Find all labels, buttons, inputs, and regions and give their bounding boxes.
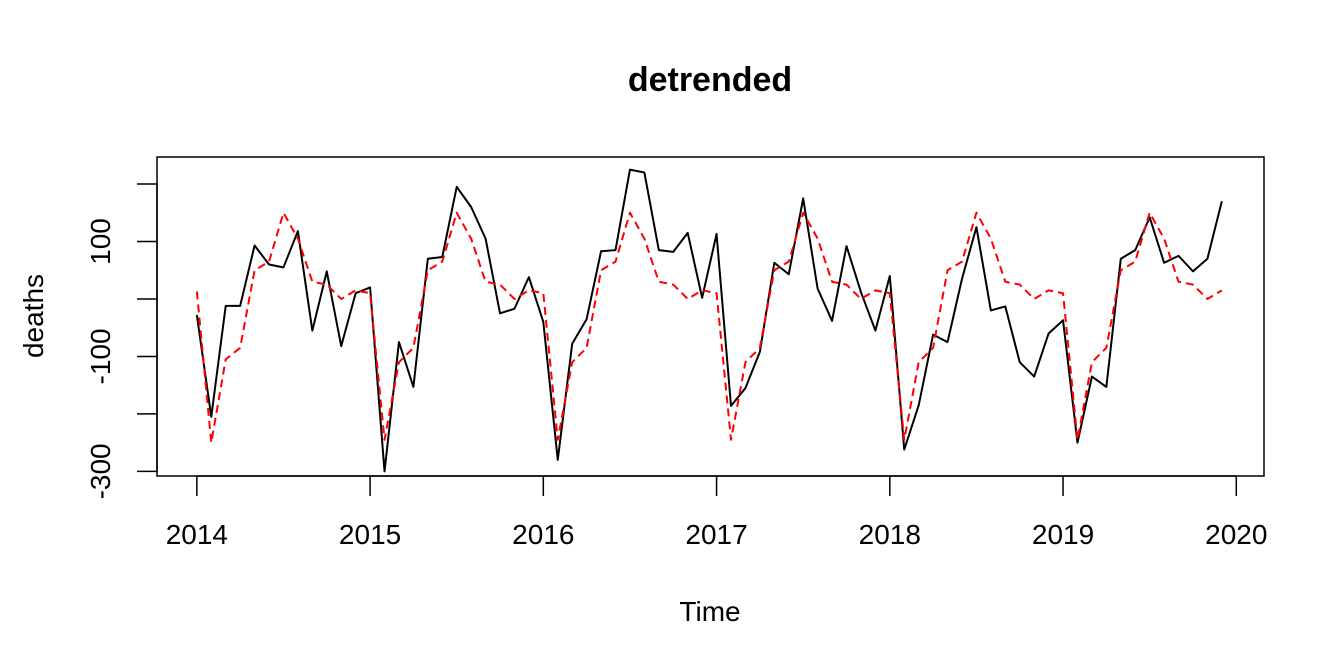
series-layer [195,168,1223,473]
x-tick-label: 2014 [166,519,228,550]
y-tick-label: -300 [85,443,116,499]
series-line-seasonal [195,211,1223,444]
x-tick-label: 2020 [1205,519,1267,550]
x-tick-label: 2017 [685,519,747,550]
y-tick-label: 100 [85,218,116,265]
x-tick-label: 2019 [1032,519,1094,550]
chart-title: detrended [628,61,792,99]
y-axis-label: deaths [18,274,49,358]
x-tick-label: 2016 [512,519,574,550]
y-tick-label: -100 [85,328,116,384]
x-axis: 2014 2015 2016 2017 2018 2019 2020 [166,475,1267,550]
series-line-observed [195,168,1223,473]
y-axis: -300 -100 100 [85,183,158,499]
x-axis-label: Time [679,596,740,627]
x-tick-label: 2015 [339,519,401,550]
plot-frame [156,156,1265,477]
x-tick-label: 2018 [859,519,921,550]
